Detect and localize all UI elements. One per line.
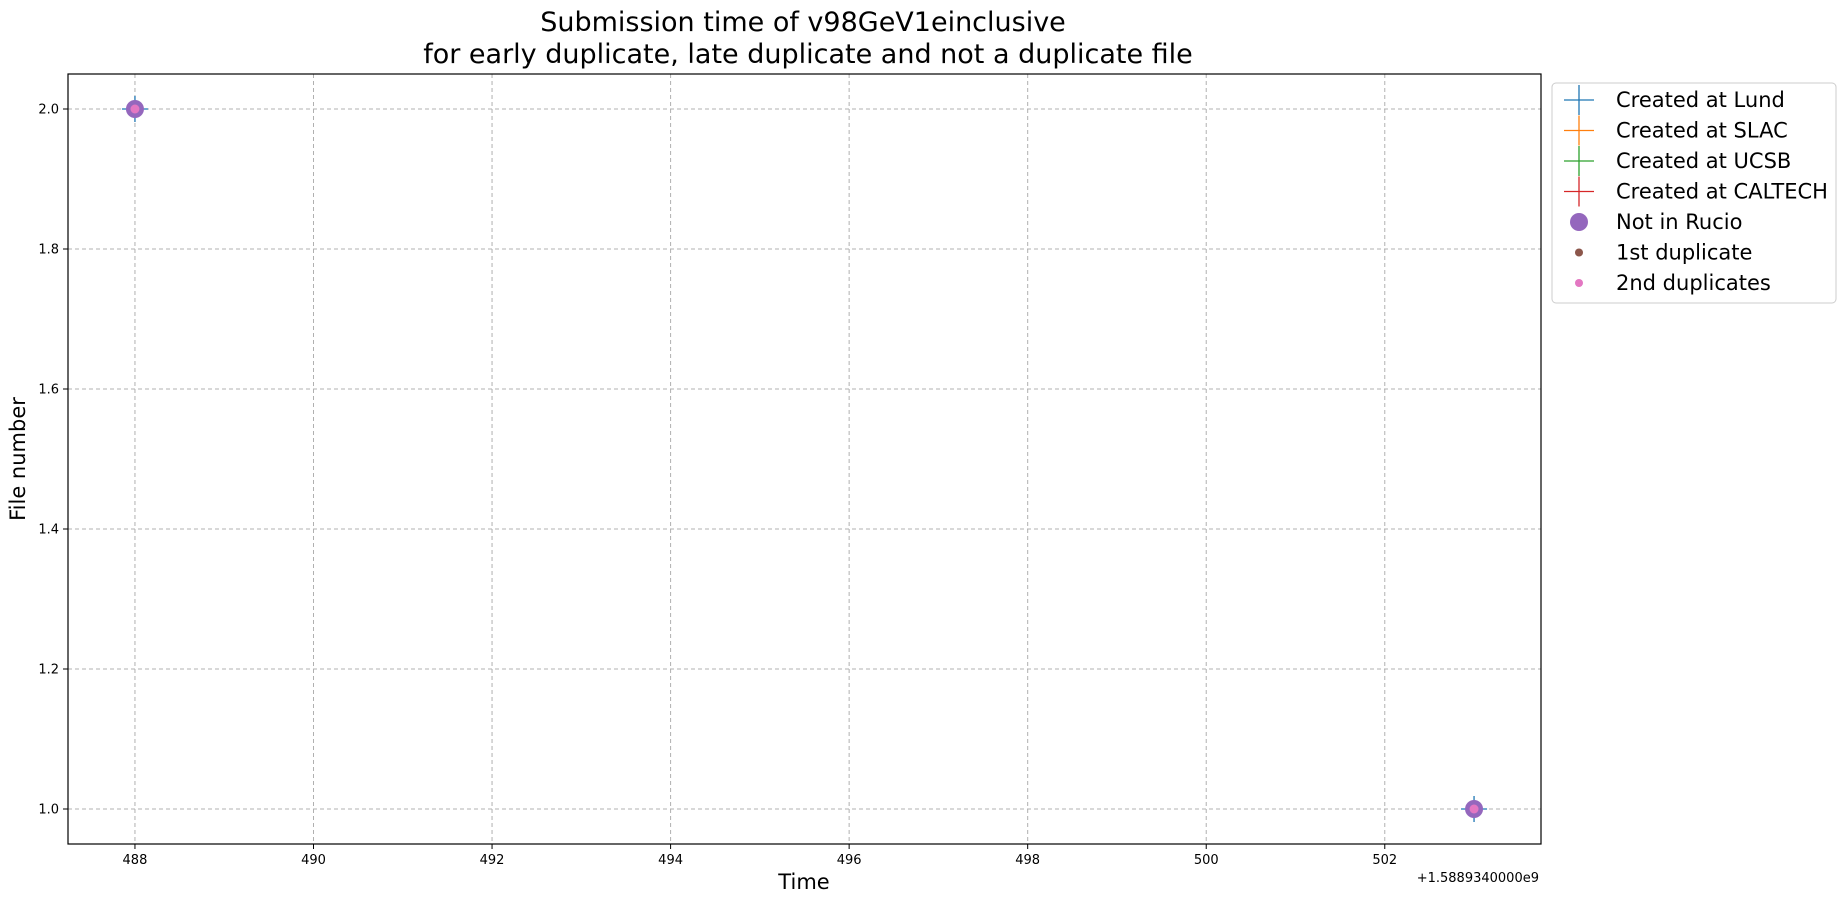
legend-label: 1st duplicate bbox=[1616, 241, 1752, 265]
x-tick-label: 500 bbox=[1194, 853, 1219, 868]
legend-label: Created at SLAC bbox=[1616, 119, 1788, 143]
legend-item: Not in Rucio bbox=[1570, 210, 1742, 234]
y-axis-label: File number bbox=[6, 397, 30, 521]
legend-item: Created at CALTECH bbox=[1564, 176, 1828, 207]
x-tick-label: 498 bbox=[1015, 853, 1040, 868]
x-tick-label: 492 bbox=[480, 853, 505, 868]
y-tick-label: 1.4 bbox=[38, 523, 59, 538]
legend-item: 2nd duplicates bbox=[1575, 271, 1771, 295]
legend-marker bbox=[1564, 176, 1594, 207]
grid-lines bbox=[68, 74, 1541, 844]
y-tick-label: 1.6 bbox=[38, 383, 59, 398]
legend-marker bbox=[1564, 146, 1594, 176]
legend: Created at Lund Created at SLAC Created at… bbox=[1551, 82, 1837, 304]
legend-label: Created at CALTECH bbox=[1616, 180, 1828, 204]
legend-items: Created at Lund Created at SLAC Created at… bbox=[1564, 85, 1828, 295]
x-axis-label: Time bbox=[777, 870, 829, 894]
legend-marker bbox=[1564, 85, 1594, 115]
legend-marker bbox=[1575, 248, 1583, 257]
legend-label: Created at UCSB bbox=[1616, 149, 1791, 173]
y-tick-label: 1.8 bbox=[38, 243, 59, 258]
x-tick-label: 488 bbox=[123, 853, 148, 868]
legend-marker bbox=[1564, 115, 1594, 146]
chart-title-line-1: Submission time of v98GeV1einclusive bbox=[540, 7, 1066, 38]
legend-item: Created at UCSB bbox=[1564, 146, 1791, 176]
legend-frame bbox=[1551, 82, 1837, 304]
legend-label: Created at Lund bbox=[1616, 88, 1785, 112]
chart-title: Submission time of v98GeV1einclusive for… bbox=[423, 7, 1193, 70]
legend-marker bbox=[1570, 213, 1588, 231]
chart-title-line-2: for early duplicate, late duplicate and … bbox=[423, 39, 1193, 70]
y-tick-label: 2.0 bbox=[38, 103, 59, 118]
y-tick-label: 1.0 bbox=[38, 803, 59, 818]
data-point-series-6 bbox=[130, 104, 140, 114]
axis-ticks: 488 490 492 494 496 498 500 502 1.0 1.2 1.4 1.6 1.8 2… bbox=[38, 103, 1397, 869]
data-points bbox=[121, 96, 1488, 822]
plot-area-frame bbox=[67, 73, 1542, 845]
legend-marker bbox=[1575, 279, 1583, 287]
x-tick-label: 496 bbox=[837, 853, 862, 868]
x-tick-label: 490 bbox=[301, 853, 326, 868]
legend-label: Not in Rucio bbox=[1616, 210, 1742, 234]
data-point-series-6 bbox=[1469, 804, 1479, 814]
legend-item: Created at Lund bbox=[1564, 85, 1785, 115]
legend-label: 2nd duplicates bbox=[1616, 271, 1771, 295]
legend-item: 1st duplicate bbox=[1575, 241, 1752, 265]
legend-item: Created at SLAC bbox=[1564, 115, 1788, 146]
x-axis-offset-label: +1.5889340000e9 bbox=[1417, 871, 1539, 886]
y-tick-label: 1.2 bbox=[38, 663, 59, 678]
x-tick-label: 494 bbox=[658, 853, 683, 868]
x-tick-label: 502 bbox=[1372, 853, 1397, 868]
